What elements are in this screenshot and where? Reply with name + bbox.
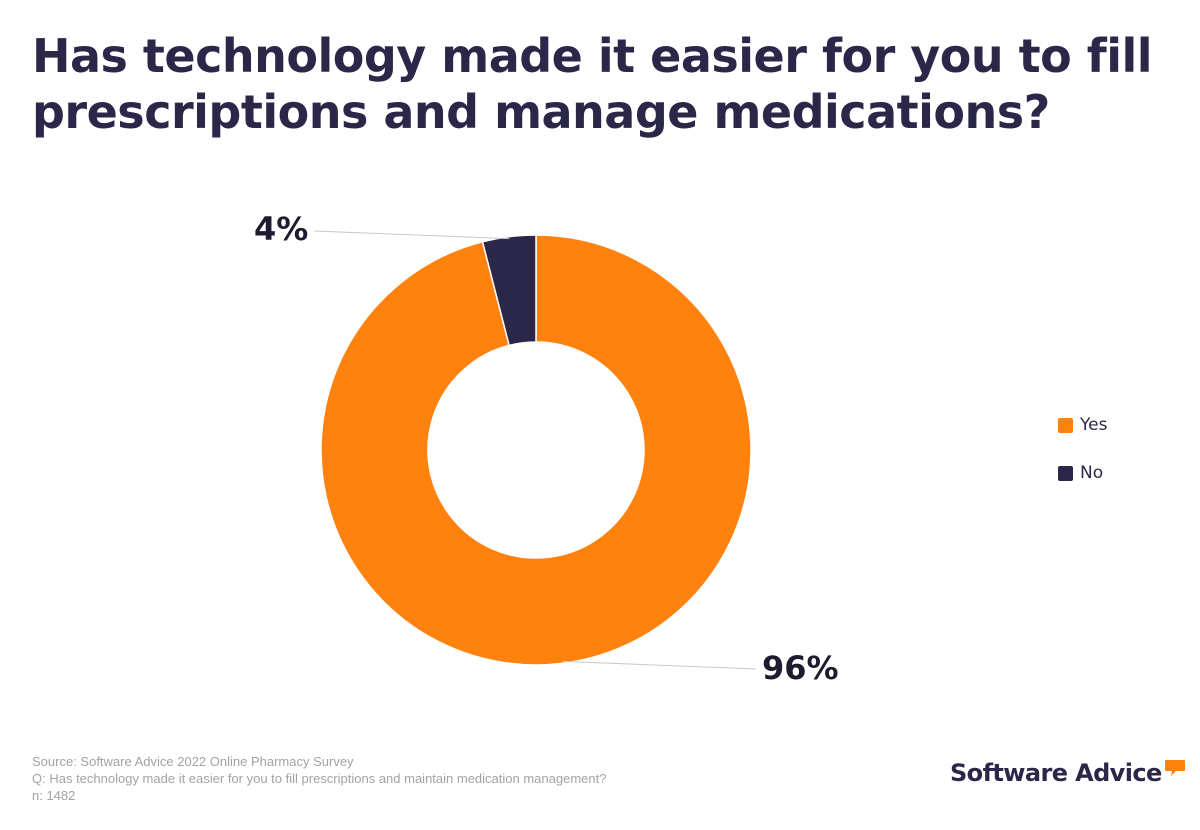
source-note: Source: Software Advice 2022 Online Phar…: [32, 754, 354, 769]
leader-line-yes: [562, 660, 757, 670]
sample-size-note: n: 1482: [32, 788, 76, 803]
legend-label-no: No: [1080, 463, 1104, 483]
legend-item-yes: Yes: [1058, 414, 1107, 436]
chart-legend: Yes No: [1058, 414, 1107, 510]
chart-footer: Source: Software Advice 2022 Online Phar…: [32, 753, 606, 804]
legend-swatch-yes: [1058, 417, 1073, 433]
data-label-no: 4%: [254, 210, 308, 248]
data-label-yes: 96%: [762, 649, 839, 687]
donut-slice-yes: [320, 234, 752, 666]
software-advice-logo: Software Advice: [950, 758, 1186, 788]
legend-item-no: No: [1058, 462, 1107, 484]
legend-label-yes: Yes: [1080, 415, 1108, 435]
logo-text: Software Advice: [950, 759, 1162, 787]
question-note: Q: Has technology made it easier for you…: [32, 771, 607, 786]
leader-line-no: [313, 230, 510, 240]
chart-title: Has technology made it easier for you to…: [32, 29, 1153, 139]
legend-swatch-no: [1058, 465, 1073, 481]
speech-bubble-icon: [1164, 760, 1185, 776]
